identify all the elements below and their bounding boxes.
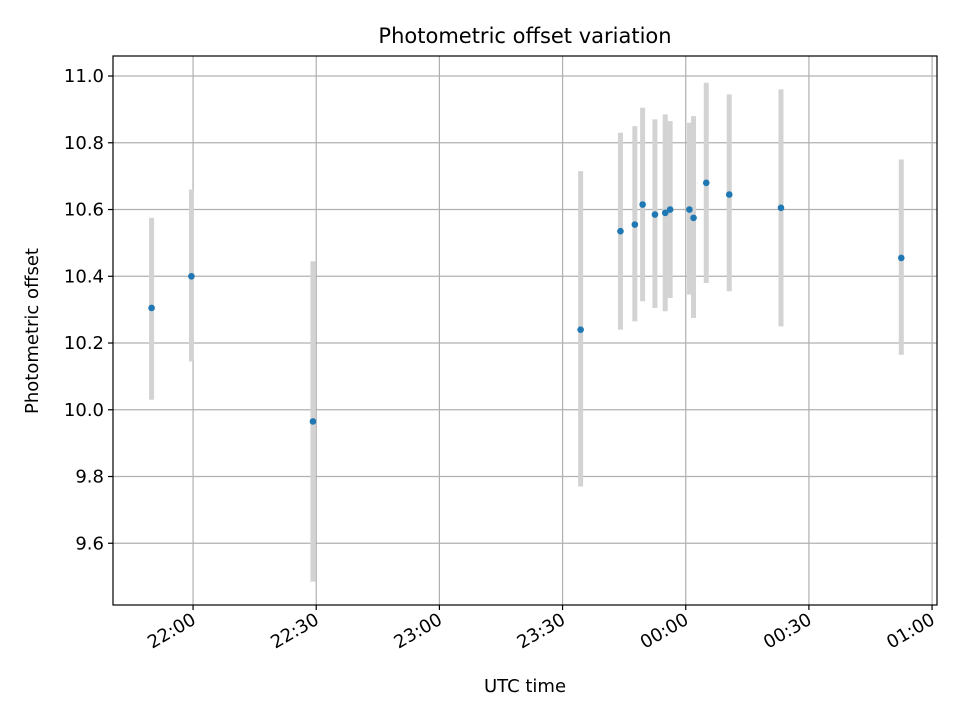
data-point (148, 304, 155, 312)
y-tick-label: 10.0 (64, 400, 104, 421)
x-axis-label: UTC time (484, 676, 566, 697)
data-point (661, 209, 669, 217)
data-point (631, 221, 639, 228)
plot-frame (112, 55, 938, 606)
data-point (651, 211, 659, 218)
chart-title: Photometric offset variation (378, 24, 671, 48)
y-tick-label: 10.6 (64, 200, 104, 221)
data-point (577, 326, 584, 333)
y-tick-label: 10.8 (64, 133, 104, 154)
data-point (686, 206, 693, 213)
y-tick-label: 9.8 (75, 467, 104, 488)
data-point (897, 254, 905, 262)
y-tick-label: 9.6 (75, 533, 104, 554)
data-point (725, 191, 733, 198)
data-point (777, 204, 785, 212)
data-point (617, 227, 624, 235)
data-point (309, 418, 317, 425)
y-tick-label: 11.0 (64, 66, 104, 87)
y-axis-label: Photometric offset (22, 248, 43, 414)
data-points (148, 179, 905, 425)
data-point (666, 206, 674, 213)
data-point (639, 201, 646, 208)
grid (113, 56, 937, 605)
data-point (690, 214, 697, 222)
y-tick-label: 10.4 (64, 266, 104, 287)
data-point (702, 179, 710, 187)
y-tick-label: 10.2 (64, 333, 104, 354)
data-point (188, 272, 195, 280)
